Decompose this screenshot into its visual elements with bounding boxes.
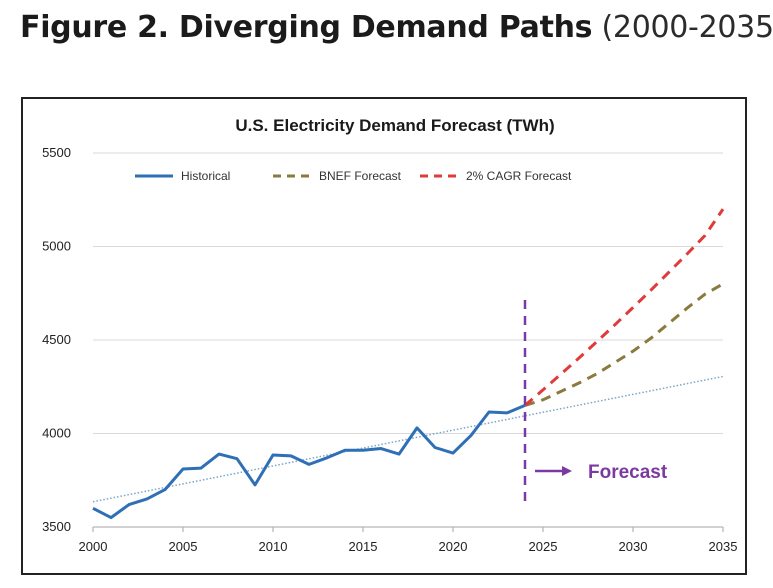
y-tick-label: 3500 xyxy=(42,519,71,534)
y-tick-label: 5000 xyxy=(42,239,71,254)
figure-title-range: (2000-2035) xyxy=(601,10,773,45)
figure-title: Figure 2. Diverging Demand Paths (2000-2… xyxy=(20,10,773,45)
series-line-2 xyxy=(524,208,725,407)
series-line-1 xyxy=(524,282,724,407)
x-tick-label: 2035 xyxy=(709,539,738,554)
y-tick-label: 5500 xyxy=(42,145,71,160)
x-tick-label: 2000 xyxy=(79,539,108,554)
x-tick-label: 2015 xyxy=(349,539,378,554)
forecast-label: Forecast xyxy=(588,462,668,483)
legend-label-2: 2% CAGR Forecast xyxy=(466,169,572,183)
x-tick-label: 2005 xyxy=(169,539,198,554)
chart-title: U.S. Electricity Demand Forecast (TWh) xyxy=(235,116,554,135)
x-tick-label: 2030 xyxy=(619,539,648,554)
x-tick-label: 2025 xyxy=(529,539,558,554)
figure-title-main: Figure 2. Diverging Demand Paths xyxy=(20,10,593,45)
forecast-arrow-head xyxy=(562,466,572,476)
legend-label-1: BNEF Forecast xyxy=(319,169,402,183)
legend-label-0: Historical xyxy=(181,169,230,183)
y-tick-label: 4000 xyxy=(42,426,71,441)
x-tick-label: 2010 xyxy=(259,539,288,554)
series-line-0 xyxy=(92,404,526,520)
y-tick-label: 4500 xyxy=(42,332,71,347)
x-tick-label: 2020 xyxy=(439,539,468,554)
